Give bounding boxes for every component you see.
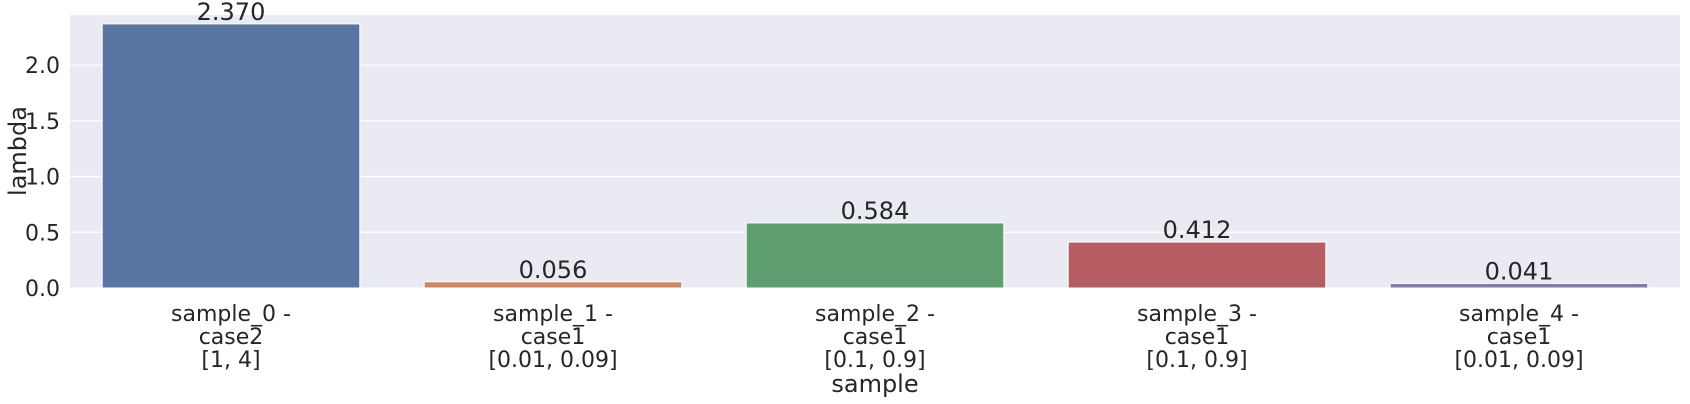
bar <box>1067 241 1327 289</box>
bar-value-label: 0.056 <box>519 256 588 284</box>
bars <box>101 23 1649 289</box>
x-tick-label: [0.1, 0.9] <box>1146 348 1247 373</box>
x-tick-label: case1 <box>521 325 586 350</box>
x-tick-label: case1 <box>1165 325 1230 350</box>
x-tick-label: case2 <box>199 325 264 350</box>
bar-value-label: 0.412 <box>1163 216 1232 244</box>
bar-value-labels: 2.370 0.056 0.584 0.412 0.041 <box>197 0 1554 285</box>
bar <box>1389 282 1649 289</box>
y-axis-ticks: 0.0 0.5 1.0 1.5 2.0 <box>25 54 60 302</box>
x-axis-label: sample <box>831 370 918 398</box>
y-axis-label: lambda <box>4 106 32 196</box>
x-tick-label: case1 <box>843 325 908 350</box>
y-tick-label: 1.0 <box>25 166 60 191</box>
y-tick-label: 2.0 <box>25 54 60 79</box>
x-axis-ticks: sample_0 -case2[1, 4]sample_1 -case1[0.0… <box>171 302 1584 373</box>
y-tick-label: 1.5 <box>25 110 60 135</box>
x-tick-label: sample_4 - <box>1459 302 1579 327</box>
x-tick-label: [0.01, 0.09] <box>488 348 617 373</box>
x-tick-label: case1 <box>1487 325 1552 350</box>
bar-value-label: 2.370 <box>197 0 266 26</box>
x-tick-label: sample_3 - <box>1137 302 1257 327</box>
x-tick-label: [0.1, 0.9] <box>824 348 925 373</box>
bar-value-label: 0.041 <box>1485 257 1554 285</box>
x-tick-label: [0.01, 0.09] <box>1454 348 1583 373</box>
bar <box>745 222 1005 289</box>
bar-value-label: 0.584 <box>841 197 910 225</box>
x-tick-label: [1, 4] <box>201 348 260 373</box>
y-tick-label: 0.0 <box>25 277 60 302</box>
y-tick-label: 0.5 <box>25 221 60 246</box>
bar <box>423 281 683 289</box>
x-tick-label: sample_2 - <box>815 302 935 327</box>
x-tick-label: sample_1 - <box>493 302 613 327</box>
x-tick-label: sample_0 - <box>171 302 291 327</box>
bar <box>101 23 361 289</box>
